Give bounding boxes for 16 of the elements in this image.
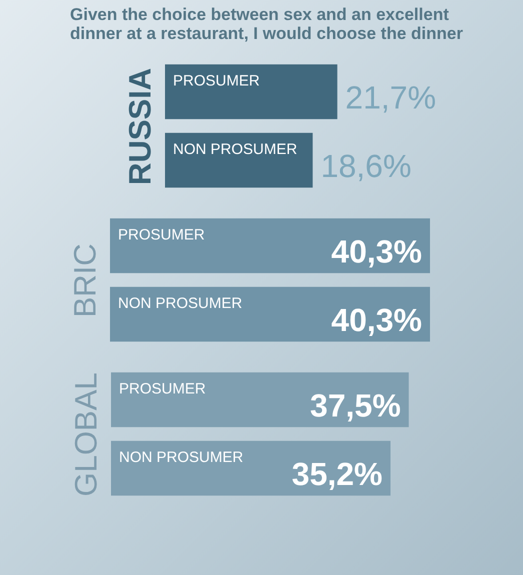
y-tick-label: PROSUMER (119, 380, 206, 398)
data-label: 40,3% (331, 233, 422, 270)
y-axis-title: GLOBAL (68, 372, 104, 497)
data-label: 21,7% (345, 79, 436, 116)
y-tick-label: NON PROSUMER (118, 294, 242, 312)
y-tick-label: NON PROSUMER (119, 448, 244, 466)
y-tick-label: PROSUMER (118, 226, 205, 244)
y-tick-label: NON PROSUMER (173, 140, 298, 158)
y-axis-title: RUSSIA (122, 68, 158, 186)
data-label: 18,6% (320, 148, 412, 184)
data-label: 35,2% (292, 456, 383, 492)
y-axis-title: BRIC (68, 243, 102, 318)
data-label: 37,5% (310, 387, 401, 424)
y-tick-label: PROSUMER (173, 72, 260, 90)
data-label: 40,3% (331, 302, 422, 338)
chart-title: Given the choice between sex and an excellent dinner at a restaurant, I would choose the dinner (70, 5, 464, 43)
